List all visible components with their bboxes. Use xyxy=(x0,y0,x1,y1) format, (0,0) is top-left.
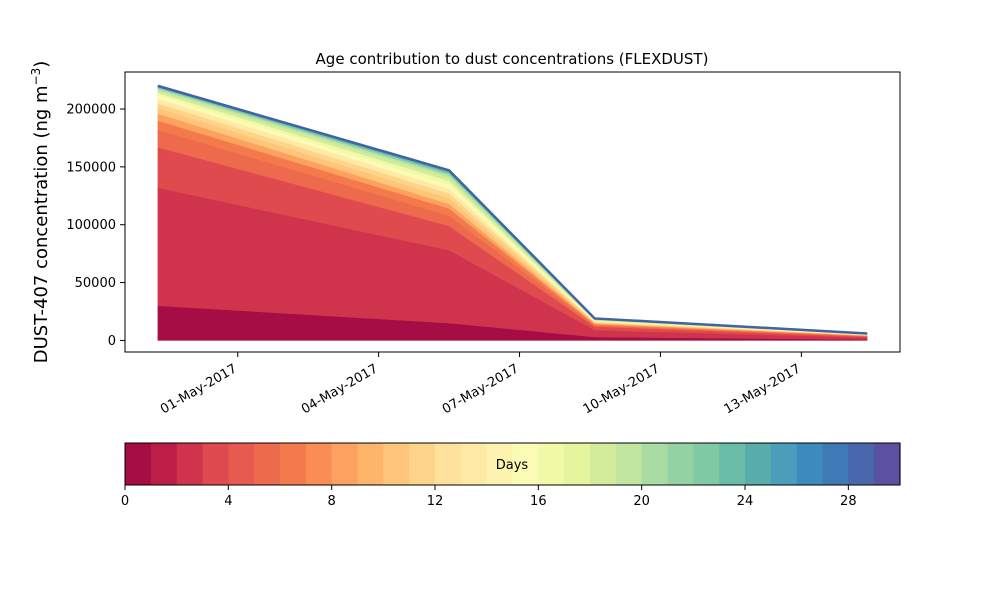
colorbar: Days 0 4 8 12 16 20 24 28 xyxy=(121,442,901,509)
colorbar-ticks: 0 4 8 12 16 20 24 28 xyxy=(121,485,857,509)
colorbar-tick-label: 16 xyxy=(530,494,547,509)
y-axis-label-close: ) xyxy=(31,61,52,68)
colorbar-cell xyxy=(615,443,643,485)
colorbar-tick-label: 4 xyxy=(224,494,232,509)
colorbar-tick-label: 0 xyxy=(121,494,129,509)
colorbar-cell xyxy=(719,443,746,485)
colorbar-cell xyxy=(435,443,462,485)
plot-frame xyxy=(124,71,901,353)
colorbar-cell xyxy=(176,443,204,485)
colorbar-tick-label: 28 xyxy=(840,494,857,509)
stacked-area-layers xyxy=(157,85,868,341)
y-axis: 0 50000 100000 150000 200000 xyxy=(66,103,125,349)
x-tick-label: 04-May-2017 xyxy=(299,361,381,417)
colorbar-cell xyxy=(796,443,824,485)
colorbar-cell xyxy=(641,443,669,485)
colorbar-cell xyxy=(202,443,229,485)
colorbar-cell xyxy=(331,443,359,485)
colorbar-cell xyxy=(383,443,410,485)
colorbar-cell xyxy=(125,443,152,485)
y-tick-label: 0 xyxy=(108,334,116,349)
colorbar-cell xyxy=(280,443,307,485)
colorbar-cell xyxy=(357,443,384,485)
y-tick-label: 50000 xyxy=(75,276,116,291)
colorbar-cell xyxy=(590,443,617,485)
colorbar-cell xyxy=(822,443,849,485)
y-tick-label: 100000 xyxy=(66,218,116,233)
x-tick-label: 01-May-2017 xyxy=(158,361,240,417)
colorbar-cell xyxy=(564,443,591,485)
colorbar-cell xyxy=(538,443,565,485)
colorbar-cell xyxy=(305,443,333,485)
colorbar-cell xyxy=(874,443,901,485)
total-outline xyxy=(157,84,868,335)
y-tick-label: 150000 xyxy=(66,160,116,175)
colorbar-cell xyxy=(460,443,488,485)
chart-title: Age contribution to dust concentrations … xyxy=(316,50,709,68)
colorbar-cell xyxy=(486,443,514,485)
x-tick-label: 13-May-2017 xyxy=(722,361,804,417)
colorbar-cell xyxy=(745,443,772,485)
colorbar-label: Days xyxy=(496,458,529,473)
y-axis-label-main: DUST-407 concentration (ng m xyxy=(31,85,52,363)
x-tick-label: 07-May-2017 xyxy=(440,361,522,417)
y-axis-label-exponent: −3 xyxy=(29,68,43,86)
colorbar-cell xyxy=(667,443,694,485)
colorbar-tick-label: 20 xyxy=(633,494,650,509)
y-axis-label: DUST-407 concentration (ng m−3) xyxy=(29,61,52,364)
colorbar-cell xyxy=(693,443,720,485)
colorbar-cell xyxy=(512,443,539,485)
colorbar-cell xyxy=(150,443,178,485)
colorbar-cells xyxy=(125,443,901,485)
x-tick-label: 10-May-2017 xyxy=(581,361,663,417)
colorbar-frame xyxy=(124,442,901,486)
colorbar-tick-label: 8 xyxy=(328,494,336,509)
colorbar-cell xyxy=(254,443,281,485)
colorbar-tick-label: 24 xyxy=(737,494,754,509)
y-tick-label: 200000 xyxy=(66,103,116,118)
colorbar-cell xyxy=(848,443,875,485)
colorbar-cell xyxy=(770,443,798,485)
colorbar-cell xyxy=(409,443,436,485)
colorbar-cell xyxy=(228,443,255,485)
colorbar-tick-label: 12 xyxy=(427,494,444,509)
x-axis: 01-May-2017 04-May-2017 07-May-2017 10-May-… xyxy=(158,352,803,417)
